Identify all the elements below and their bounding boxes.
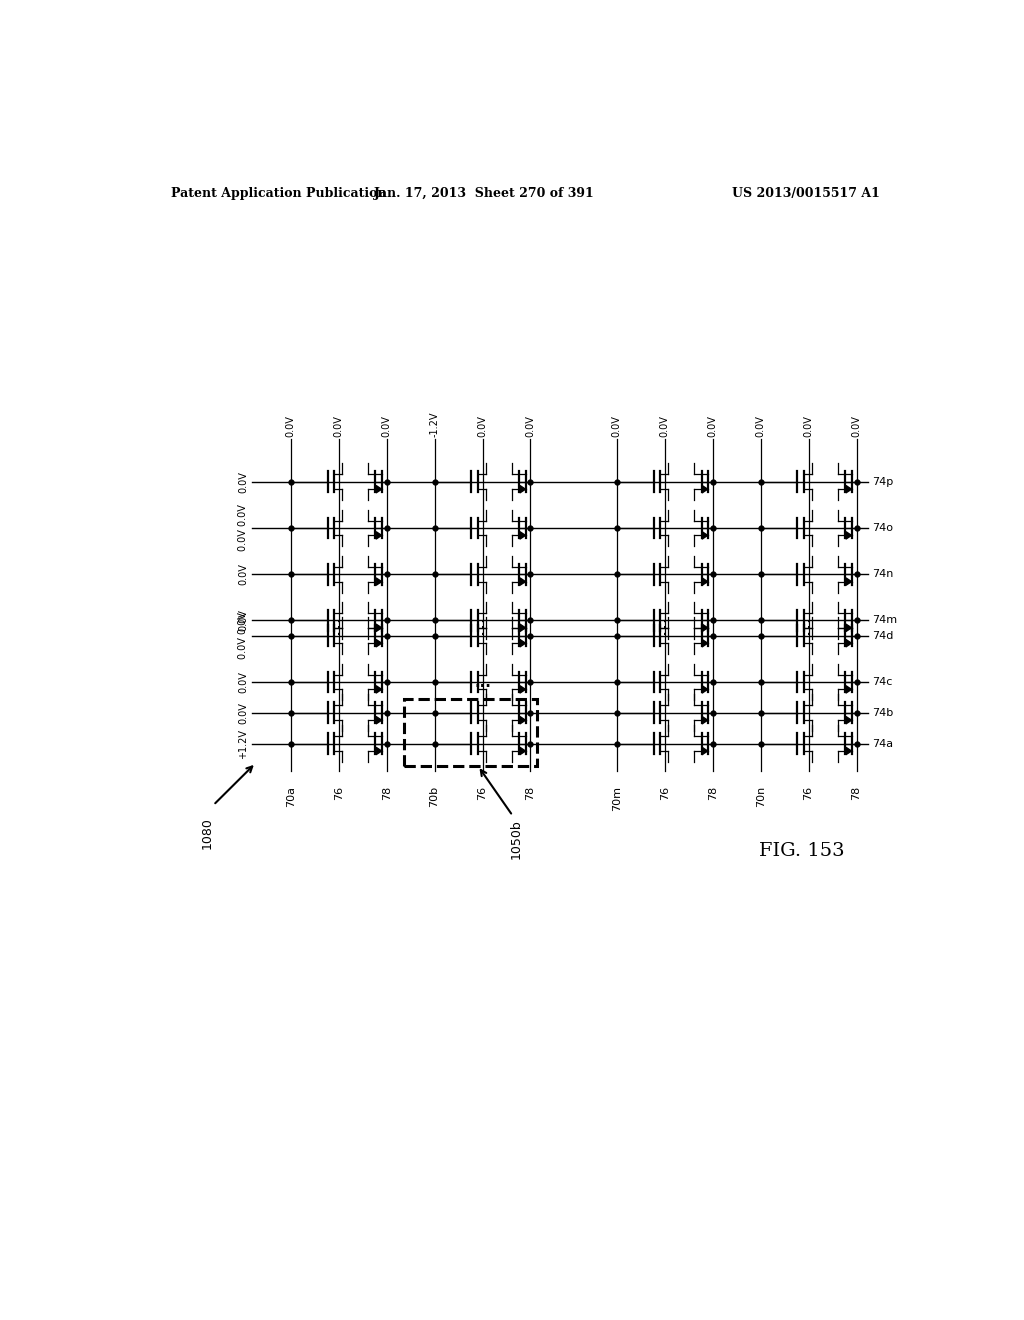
Polygon shape: [702, 685, 708, 693]
Polygon shape: [702, 532, 708, 539]
Polygon shape: [702, 717, 708, 723]
Text: 76: 76: [659, 785, 670, 800]
Text: Patent Application Publication: Patent Application Publication: [171, 186, 386, 199]
Polygon shape: [520, 486, 525, 492]
Text: -1.2V: -1.2V: [430, 412, 439, 437]
Text: 78: 78: [382, 785, 391, 800]
Polygon shape: [702, 578, 708, 585]
Polygon shape: [846, 532, 852, 539]
Text: +1.2V: +1.2V: [239, 729, 248, 759]
Text: 0.0V: 0.0V: [852, 416, 861, 437]
Text: ⋮: ⋮: [473, 619, 492, 638]
Text: 0.0V 0.0V: 0.0V 0.0V: [239, 612, 248, 659]
Text: ...: ...: [474, 675, 490, 689]
Polygon shape: [376, 532, 382, 539]
Polygon shape: [376, 639, 382, 647]
Text: 0.0V 0.0V: 0.0V 0.0V: [239, 504, 248, 552]
Text: 0.0V: 0.0V: [477, 416, 487, 437]
Text: 70a: 70a: [286, 785, 296, 807]
Text: 70m: 70m: [611, 785, 622, 810]
Polygon shape: [846, 685, 852, 693]
Text: 1080: 1080: [201, 817, 214, 849]
Polygon shape: [702, 486, 708, 492]
Text: 0.0V: 0.0V: [239, 610, 248, 631]
Text: 0.0V: 0.0V: [756, 416, 766, 437]
Text: ⋮: ⋮: [330, 619, 348, 638]
Text: 74o: 74o: [872, 523, 893, 533]
Text: 0.0V: 0.0V: [525, 416, 536, 437]
Text: 1050b: 1050b: [510, 820, 523, 859]
Text: 74m: 74m: [872, 615, 897, 626]
Polygon shape: [846, 578, 852, 585]
Polygon shape: [846, 747, 852, 755]
Polygon shape: [846, 639, 852, 647]
Text: 74d: 74d: [872, 631, 893, 640]
Text: 0.0V: 0.0V: [239, 471, 248, 492]
Text: Jan. 17, 2013  Sheet 270 of 391: Jan. 17, 2013 Sheet 270 of 391: [374, 186, 595, 199]
Polygon shape: [520, 747, 525, 755]
Text: ⋮: ⋮: [800, 619, 817, 638]
Text: 0.0V: 0.0V: [286, 416, 296, 437]
Text: 74c: 74c: [872, 677, 892, 686]
Text: 74b: 74b: [872, 708, 893, 718]
Text: 0.0V: 0.0V: [708, 416, 718, 437]
Polygon shape: [376, 685, 382, 693]
Polygon shape: [520, 578, 525, 585]
Text: 78: 78: [525, 785, 536, 800]
Text: 76: 76: [804, 785, 813, 800]
Polygon shape: [846, 486, 852, 492]
Text: 0.0V: 0.0V: [659, 416, 670, 437]
Text: 0.0V: 0.0V: [334, 416, 344, 437]
Text: 70b: 70b: [430, 785, 439, 807]
Text: 70n: 70n: [756, 785, 766, 808]
Text: 78: 78: [852, 785, 861, 800]
Text: 76: 76: [334, 785, 344, 800]
Polygon shape: [846, 624, 852, 631]
Text: 74p: 74p: [872, 477, 893, 487]
Text: FIG. 153: FIG. 153: [760, 842, 845, 861]
Polygon shape: [702, 747, 708, 755]
Polygon shape: [376, 578, 382, 585]
Polygon shape: [846, 717, 852, 723]
Polygon shape: [520, 532, 525, 539]
Text: 74a: 74a: [872, 739, 893, 748]
Polygon shape: [702, 624, 708, 631]
Polygon shape: [520, 717, 525, 723]
Polygon shape: [520, 639, 525, 647]
Text: 0.0V: 0.0V: [239, 702, 248, 723]
Polygon shape: [376, 486, 382, 492]
Text: 74n: 74n: [872, 569, 893, 579]
Polygon shape: [376, 624, 382, 631]
Bar: [403, 700, 537, 766]
Text: 0.0V: 0.0V: [239, 564, 248, 585]
Text: 0.0V: 0.0V: [382, 416, 391, 437]
Text: 76: 76: [477, 785, 487, 800]
Polygon shape: [520, 685, 525, 693]
Text: 0.0V: 0.0V: [804, 416, 813, 437]
Text: 78: 78: [708, 785, 718, 800]
Text: ⋮: ⋮: [655, 619, 674, 638]
Polygon shape: [520, 624, 525, 631]
Text: US 2013/0015517 A1: US 2013/0015517 A1: [732, 186, 880, 199]
Text: 0.0V: 0.0V: [611, 416, 622, 437]
Polygon shape: [702, 639, 708, 647]
Polygon shape: [376, 747, 382, 755]
Polygon shape: [376, 717, 382, 723]
Text: 0.0V: 0.0V: [239, 671, 248, 693]
